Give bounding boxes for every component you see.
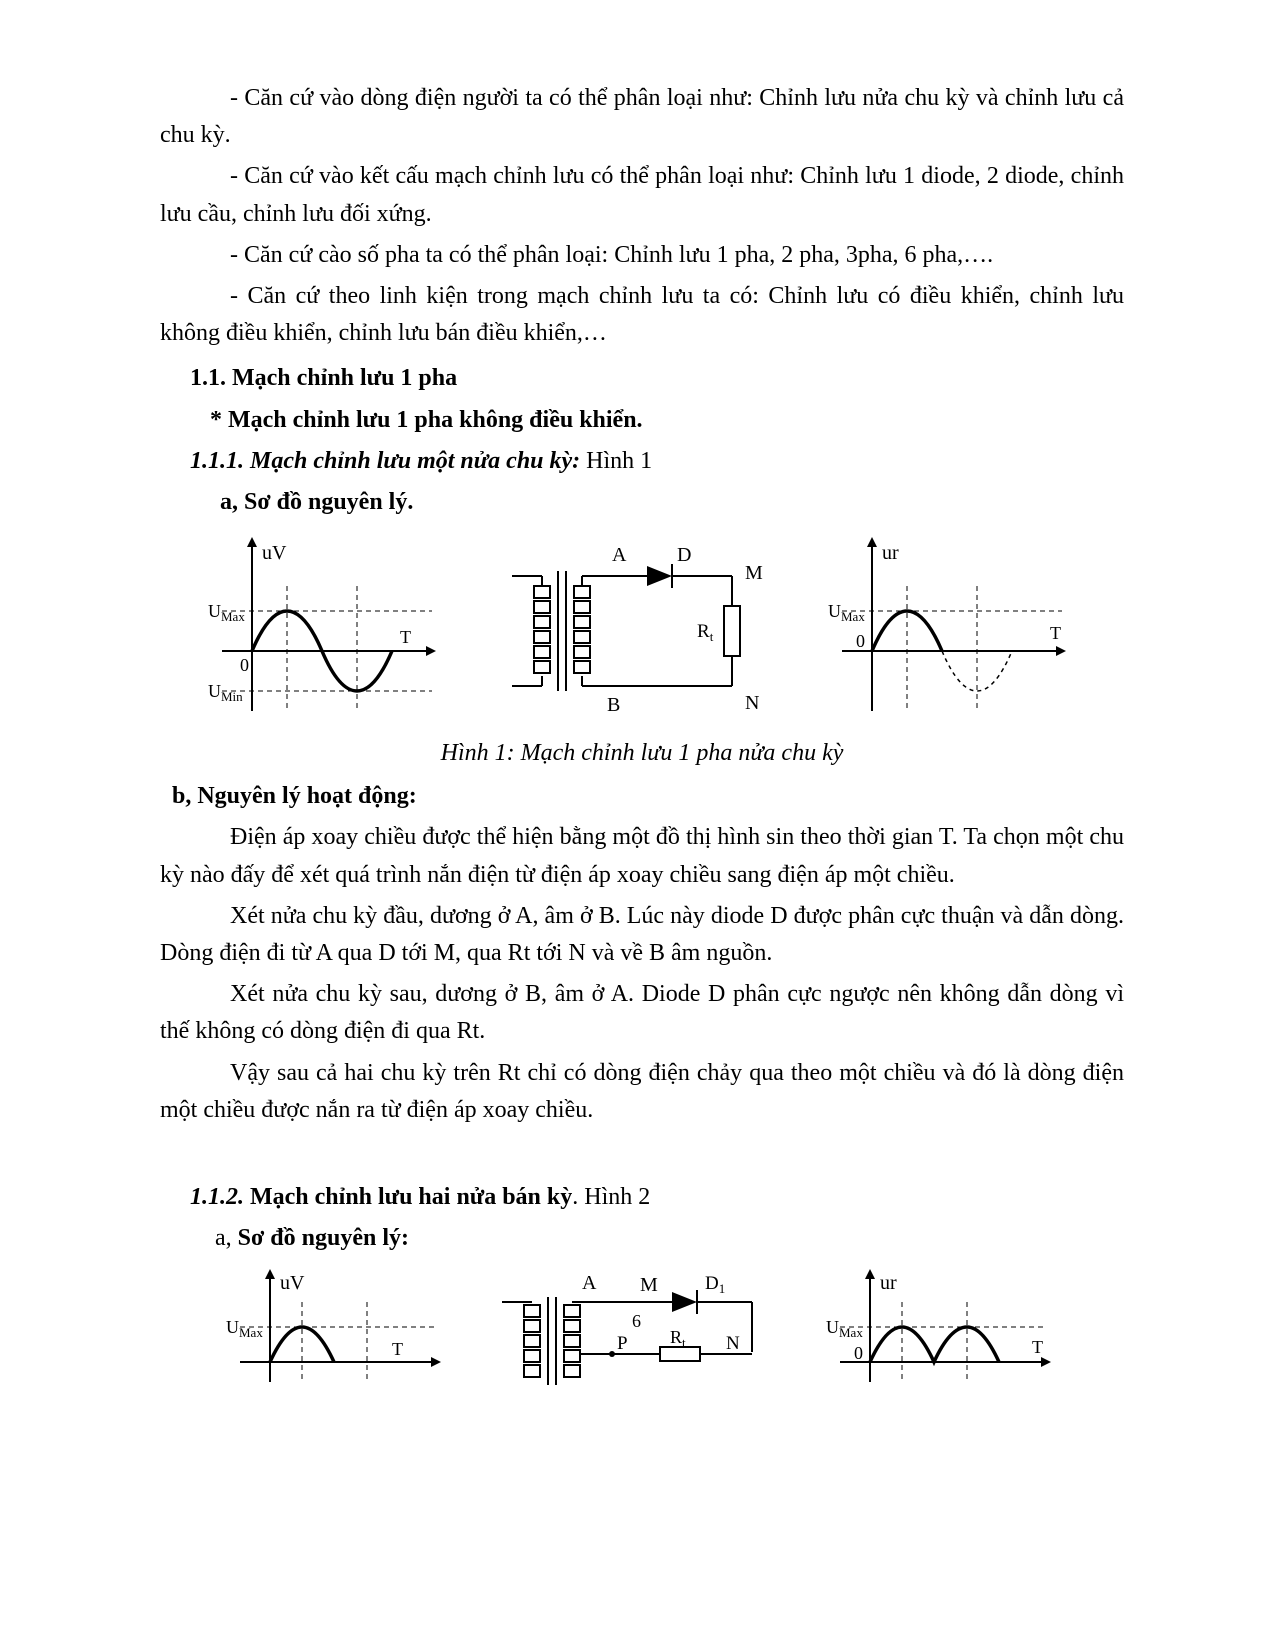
heading-a2-bold: Sơ đồ nguyên lý: bbox=[238, 1225, 409, 1251]
input-waveform: uV UMax UMin 0 T bbox=[202, 531, 452, 731]
label-T2o: T bbox=[1032, 1337, 1043, 1357]
svg-text:UMax: UMax bbox=[226, 1317, 263, 1340]
paragraph: - Căn cứ cào số pha ta có thể phân loại:… bbox=[160, 237, 1124, 274]
label-D: D bbox=[677, 544, 691, 566]
label-T2: T bbox=[392, 1339, 403, 1359]
page: - Căn cứ vào dòng điện người ta có thể p… bbox=[0, 0, 1274, 1649]
svg-text:Rt: Rt bbox=[697, 621, 714, 644]
label-M: M bbox=[745, 562, 763, 584]
paragraph: Điện áp xoay chiều được thể hiện bằng mộ… bbox=[160, 819, 1124, 893]
figure-2: uV UMax T A bbox=[160, 1267, 1124, 1387]
heading-bold: Mạch chỉnh lưu hai nửa bán kỳ bbox=[244, 1184, 572, 1210]
heading-a2: a, Sơ đồ nguyên lý: bbox=[215, 1220, 1124, 1257]
circuit-diagram-2: A M D1 6 P Rt N bbox=[482, 1267, 792, 1387]
label-ur2: ur bbox=[880, 1272, 897, 1294]
heading-1-1: 1.1. Mạch chỉnh lưu 1 pha bbox=[190, 360, 1124, 397]
label-A: A bbox=[612, 544, 627, 566]
output-waveform-2: ur UMax 0 T bbox=[822, 1267, 1062, 1387]
label-T: T bbox=[400, 627, 411, 647]
heading-tail: Hình 1 bbox=[580, 448, 652, 474]
label-6: 6 bbox=[632, 1311, 641, 1331]
heading-1-1-2: 1.1.2. Mạch chỉnh lưu hai nửa bán kỳ. Hì… bbox=[190, 1179, 1124, 1216]
svg-text:Rt: Rt bbox=[670, 1327, 686, 1350]
label-zero2: 0 bbox=[854, 1343, 863, 1363]
circuit-diagram: A B D M N Rt bbox=[482, 531, 792, 731]
label-B: B bbox=[607, 694, 620, 716]
svg-text:UMin: UMin bbox=[208, 681, 243, 704]
label-uv2: uV bbox=[280, 1272, 305, 1294]
label-N2: N bbox=[726, 1333, 740, 1354]
label-zero: 0 bbox=[240, 655, 249, 675]
heading-italic: 1.1.2. bbox=[190, 1184, 244, 1210]
heading-b: b, Nguyên lý hoạt động: bbox=[172, 778, 1124, 815]
label-N: N bbox=[745, 692, 759, 714]
heading-1-1-1: 1.1.1. Mạch chỉnh lưu một nửa chu kỳ: Hì… bbox=[190, 443, 1124, 480]
figure-1-caption: Hình 1: Mạch chỉnh lưu 1 pha nửa chu kỳ bbox=[160, 735, 1124, 772]
svg-text:UMax: UMax bbox=[826, 1317, 863, 1340]
paragraph: Xét nửa chu kỳ đầu, dương ở A, âm ở B. L… bbox=[160, 898, 1124, 972]
label-T-out: T bbox=[1050, 623, 1061, 643]
heading-tail: . Hình 2 bbox=[572, 1184, 650, 1210]
paragraph: - Căn cứ vào kết cấu mạch chỉnh lưu có t… bbox=[160, 158, 1124, 232]
paragraph: - Căn cứ vào dòng điện người ta có thể p… bbox=[160, 80, 1124, 154]
heading-star: * Mạch chỉnh lưu 1 pha không điều khiển. bbox=[210, 402, 1124, 439]
svg-text:D1: D1 bbox=[705, 1273, 725, 1296]
label-M2: M bbox=[640, 1274, 658, 1296]
svg-text:UMax: UMax bbox=[828, 601, 865, 624]
svg-text:UMax: UMax bbox=[208, 601, 245, 624]
label-uv: uV bbox=[262, 542, 287, 564]
input-waveform-2: uV UMax T bbox=[222, 1267, 452, 1387]
label-zero-out: 0 bbox=[856, 631, 865, 651]
figure-1: uV UMax UMin 0 T bbox=[160, 531, 1124, 731]
label-A2: A bbox=[582, 1272, 597, 1294]
heading-a: a, Sơ đồ nguyên lý. bbox=[220, 484, 1124, 521]
paragraph: Xét nửa chu kỳ sau, dương ở B, âm ở A. D… bbox=[160, 976, 1124, 1050]
paragraph: - Căn cứ theo linh kiện trong mạch chỉnh… bbox=[160, 278, 1124, 352]
heading-italic: 1.1.1. Mạch chỉnh lưu một nửa chu kỳ: bbox=[190, 448, 580, 474]
output-waveform: ur UMax 0 T bbox=[822, 531, 1082, 731]
paragraph: Vậy sau cả hai chu kỳ trên Rt chỉ có dòn… bbox=[160, 1055, 1124, 1129]
heading-a2-pre: a, bbox=[215, 1225, 238, 1251]
label-P: P bbox=[617, 1333, 628, 1354]
label-ur: ur bbox=[882, 542, 899, 564]
